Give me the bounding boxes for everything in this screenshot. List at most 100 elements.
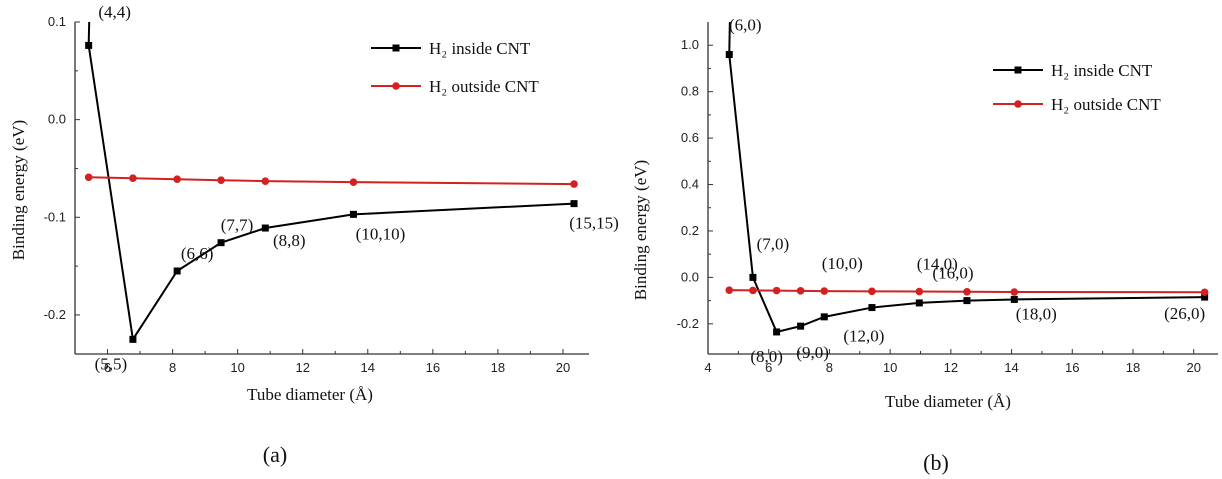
y-tick-label: 0.1 <box>48 14 66 29</box>
panel-caption: (a) <box>263 442 287 467</box>
legend-marker-square <box>1014 66 1022 74</box>
data-point-circle <box>749 286 757 295</box>
data-point-square <box>963 297 971 305</box>
data-point-square <box>1201 293 1209 301</box>
point-annotation: (6,0) <box>729 16 762 35</box>
point-annotation: (10,0) <box>822 254 863 273</box>
x-tick-label: 20 <box>1186 360 1200 375</box>
data-point-square <box>173 267 181 275</box>
x-tick-label: 18 <box>491 360 505 375</box>
x-tick-label: 10 <box>883 360 897 375</box>
y-axis-title: Binding energy (eV) <box>9 120 28 260</box>
legend-marker-square <box>392 44 400 52</box>
series-line <box>88 176 575 186</box>
point-annotation: (12,0) <box>843 327 884 346</box>
x-tick-label: 8 <box>169 360 176 375</box>
x-tick-label: 8 <box>826 360 833 375</box>
point-annotation: (7,7) <box>221 216 254 235</box>
x-axis-title: Tube diameter (Å) <box>885 392 1011 411</box>
legend-label: H₂ outside CNT <box>429 77 539 96</box>
point-annotation: (8,8) <box>273 231 306 250</box>
point-annotation: (9,0) <box>796 343 829 362</box>
data-point-square <box>349 210 357 218</box>
x-tick-label: 18 <box>1126 360 1140 375</box>
legend-label: H₂ inside CNT <box>429 39 531 58</box>
data-point-circle <box>1200 288 1209 297</box>
data-point-circle <box>217 176 225 184</box>
data-point-circle <box>963 287 971 296</box>
legend: H₂ inside CNT H₂ outside CNT <box>371 39 539 96</box>
y-tick-label: 0.0 <box>681 269 699 284</box>
data-point-square <box>217 239 225 247</box>
point-annotation: (16,0) <box>932 264 973 283</box>
series-inside <box>725 22 1209 336</box>
x-tick-label: 10 <box>230 360 244 375</box>
x-tick-label: 6 <box>104 360 111 375</box>
series-inside <box>85 22 578 343</box>
data-point-circle <box>173 175 181 184</box>
y-tick-label: 0.0 <box>48 112 66 127</box>
data-point-circle <box>820 287 829 295</box>
chart-panel-b: 4 6 8 10 12 14 16 18 20 1.0 0.8 0.6 0.4 0.2 0.0 -0.2 Tub… <box>631 16 1218 475</box>
data-point-square <box>773 328 781 336</box>
point-annotation: (4,4) <box>98 2 131 21</box>
data-point-square <box>868 304 876 312</box>
y-tick-label: 0.2 <box>681 223 699 238</box>
data-point-square <box>915 299 923 307</box>
data-point-circle <box>84 173 93 182</box>
y-tick-label: 0.4 <box>681 177 699 192</box>
legend: H₂ inside CNT H₂ outside CNT <box>993 61 1161 114</box>
data-point-circle <box>725 286 734 294</box>
point-annotation: (10,10) <box>356 224 406 243</box>
chart-panel-a: 6 8 10 12 14 16 18 20 0.1 0.0 -0.1 -0.2 Tube diamete… <box>9 2 619 467</box>
legend-label: H₂ inside CNT <box>1051 61 1153 80</box>
data-point-circle <box>796 287 805 295</box>
data-point-square <box>129 335 137 343</box>
data-point-square <box>749 273 757 281</box>
legend-label: H₂ outside CNT <box>1051 95 1161 114</box>
data-point-circle <box>570 180 578 188</box>
point-annotation: (26,0) <box>1164 304 1205 323</box>
data-point-square <box>261 224 269 232</box>
x-tick-label: 20 <box>556 360 570 375</box>
legend-marker-circle <box>392 82 400 90</box>
series-outside <box>84 173 578 188</box>
data-point-square <box>85 41 93 49</box>
x-tick-label: 16 <box>1065 360 1079 375</box>
x-tick-label: 14 <box>361 360 375 375</box>
y-tick-label: -0.2 <box>677 316 699 331</box>
y-tick-label: 0.6 <box>681 130 699 145</box>
x-tick-label: 14 <box>1004 360 1018 375</box>
y-tick-label: 0.8 <box>681 84 699 99</box>
series-outside <box>725 286 1209 297</box>
x-tick-label: 12 <box>295 360 309 375</box>
data-point-square <box>725 51 733 59</box>
y-tick-label: -0.1 <box>44 209 66 224</box>
data-point-circle <box>915 287 924 296</box>
data-point-circle <box>868 287 876 296</box>
panel-caption: (b) <box>923 450 949 475</box>
y-tick-label: -0.2 <box>44 307 66 322</box>
point-annotation: (6,6) <box>181 244 214 263</box>
x-tick-label: 4 <box>704 360 711 375</box>
point-annotation: (18,0) <box>1016 304 1057 323</box>
point-annotation: (5,5) <box>95 354 128 373</box>
x-tick-label: 12 <box>944 360 958 375</box>
y-axis-title: Binding energy (eV) <box>631 160 650 300</box>
y-tick-label: 1.0 <box>681 37 699 52</box>
legend-marker-circle <box>1014 100 1022 108</box>
point-annotation: (7,0) <box>757 234 790 253</box>
x-tick-label: 16 <box>426 360 440 375</box>
data-point-square <box>1010 295 1018 303</box>
data-point-circle <box>1010 288 1019 296</box>
data-point-square <box>570 200 578 208</box>
x-axis-title: Tube diameter (Å) <box>247 385 373 404</box>
data-point-circle <box>772 286 781 295</box>
data-point-circle <box>349 178 358 186</box>
data-point-circle <box>261 177 270 185</box>
data-point-square <box>797 322 805 330</box>
series-line <box>729 289 1205 294</box>
point-annotation: (15,15) <box>569 214 619 233</box>
point-annotation: (14,0) <box>917 255 958 274</box>
x-tick-label: 6 <box>765 360 772 375</box>
